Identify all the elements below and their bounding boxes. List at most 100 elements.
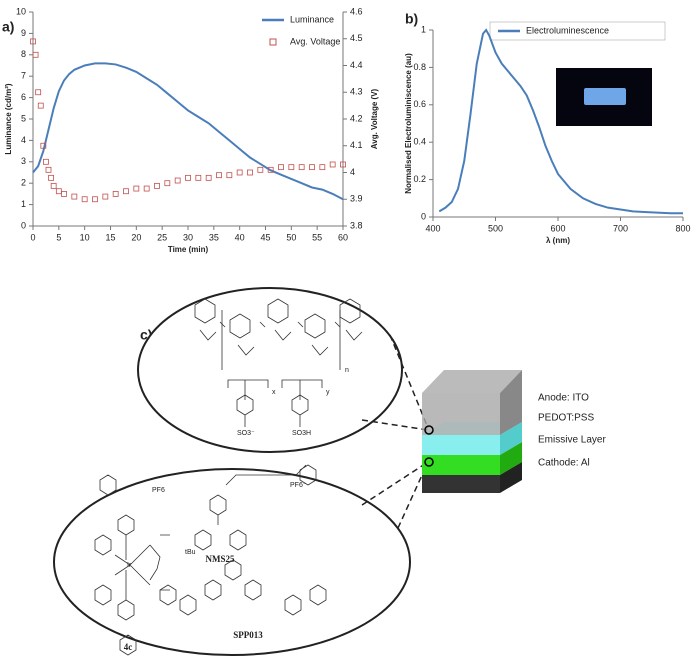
scatter-point bbox=[226, 172, 233, 179]
y-tick-label: 10 bbox=[16, 6, 26, 16]
layer-label: PEDOT:PSS bbox=[538, 413, 594, 424]
x-tick-label: 600 bbox=[550, 223, 565, 233]
scatter-point bbox=[61, 190, 67, 197]
scatter-point bbox=[288, 164, 295, 171]
x-tick-label: 400 bbox=[425, 223, 440, 233]
scatter-point bbox=[185, 174, 191, 181]
legend-box bbox=[489, 21, 666, 41]
scatter-point bbox=[329, 161, 336, 168]
pss-anion: SO3⁻ bbox=[237, 430, 255, 437]
y2-tick-label: 4.2 bbox=[350, 113, 363, 123]
scatter-point bbox=[37, 102, 44, 109]
scatter-point bbox=[133, 185, 140, 192]
x-tick-label: 15 bbox=[105, 232, 115, 242]
molecule-label: NMS25 bbox=[206, 554, 235, 564]
legend-label: Luminance bbox=[290, 14, 334, 24]
x-tick-label: 60 bbox=[338, 232, 348, 242]
molecule-label: 4c bbox=[124, 642, 133, 652]
y-tick-label: 1 bbox=[421, 24, 426, 34]
y-tick-label: 2 bbox=[21, 178, 26, 188]
y-tick-label: 8 bbox=[21, 49, 26, 59]
scatter-point bbox=[71, 193, 78, 200]
x-tick-label: 800 bbox=[675, 223, 690, 233]
scatter-point bbox=[43, 158, 49, 165]
line-series bbox=[438, 28, 683, 215]
y-tick-label: 0.4 bbox=[413, 137, 426, 147]
pss-x: x bbox=[272, 389, 276, 396]
x-axis-label: λ (nm) bbox=[546, 236, 570, 245]
y-tick-label: 3 bbox=[21, 156, 26, 166]
x-tick-label: 700 bbox=[613, 223, 628, 233]
y-tick-label: 4 bbox=[21, 135, 26, 145]
pedot-ellipse bbox=[137, 287, 403, 453]
x-tick-label: 20 bbox=[131, 232, 141, 242]
scatter-point bbox=[257, 166, 264, 173]
emitter-ellipse bbox=[53, 468, 411, 656]
legend-label: Electroluminescence bbox=[526, 25, 609, 35]
scatter-point bbox=[81, 196, 88, 203]
y-tick-label: 0 bbox=[421, 211, 426, 221]
scatter-point bbox=[102, 193, 109, 200]
scatter-point bbox=[164, 180, 171, 187]
scatter-point bbox=[143, 185, 150, 192]
layer-label: Anode: ITO bbox=[538, 393, 589, 404]
pss-y: y bbox=[326, 389, 330, 396]
scatter-point bbox=[30, 38, 36, 45]
scatter-point bbox=[35, 89, 42, 96]
scatter-point bbox=[195, 174, 202, 181]
x-tick-label: 25 bbox=[157, 232, 167, 242]
y-tick-label: 0.6 bbox=[413, 99, 426, 109]
scatter-point bbox=[216, 172, 222, 179]
pedot-structure bbox=[194, 298, 363, 427]
x-tick-label: 50 bbox=[286, 232, 296, 242]
scatter-point bbox=[48, 174, 54, 181]
fragment: PF6⁻ bbox=[290, 482, 307, 489]
leader bbox=[389, 334, 429, 429]
y2-tick-label: 3.8 bbox=[350, 220, 363, 230]
y-tick-label: 5 bbox=[21, 113, 26, 123]
y-tick-label: 0.8 bbox=[413, 62, 426, 72]
x-tick-label: 30 bbox=[183, 232, 193, 242]
scatter-point bbox=[112, 190, 119, 197]
scatter-point bbox=[174, 177, 181, 184]
scatter-point bbox=[247, 169, 253, 176]
x-tick-label: 55 bbox=[312, 232, 322, 242]
x-tick-label: 5 bbox=[56, 232, 61, 242]
fragment: PF6 bbox=[152, 487, 165, 494]
y2-tick-label: 4 bbox=[350, 167, 355, 177]
device-glow bbox=[584, 88, 626, 105]
contact-circle bbox=[424, 457, 434, 467]
x-tick-label: 10 bbox=[80, 232, 90, 242]
y-tick-label: 0 bbox=[21, 220, 26, 230]
panel-label: b) bbox=[405, 11, 418, 27]
scatter-point bbox=[45, 166, 52, 173]
molecule-label: SPP013 bbox=[233, 630, 263, 640]
scatter-point bbox=[205, 174, 212, 181]
x-axis-label: Time (min) bbox=[168, 245, 209, 254]
scatter-point bbox=[309, 164, 315, 171]
scatter-point bbox=[92, 196, 98, 203]
scatter-point bbox=[319, 164, 326, 171]
legend-swatch bbox=[269, 38, 277, 46]
y-tick-label: 7 bbox=[21, 71, 26, 81]
y2-tick-label: 4.6 bbox=[350, 6, 363, 16]
contact-circle bbox=[424, 425, 434, 435]
scatter-point bbox=[154, 182, 160, 189]
scatter-point bbox=[55, 188, 62, 195]
panel-label: a) bbox=[2, 19, 14, 35]
y-tick-label: 6 bbox=[21, 92, 26, 102]
x-tick-label: 45 bbox=[260, 232, 270, 242]
y2-tick-label: 4.5 bbox=[350, 33, 363, 43]
scatter-point bbox=[123, 188, 129, 195]
scatter-point bbox=[32, 51, 39, 58]
x-tick-label: 0 bbox=[30, 232, 35, 242]
scatter-point bbox=[40, 142, 47, 149]
x-tick-label: 500 bbox=[488, 223, 503, 233]
y2-tick-label: 3.9 bbox=[350, 194, 363, 204]
y2-axis-label: Avg. Voltage (V) bbox=[370, 88, 379, 149]
molecule-sketches bbox=[94, 464, 327, 656]
x-tick-label: 35 bbox=[209, 232, 219, 242]
fragment: Ir bbox=[127, 562, 132, 569]
pedot-n: n bbox=[345, 367, 349, 374]
